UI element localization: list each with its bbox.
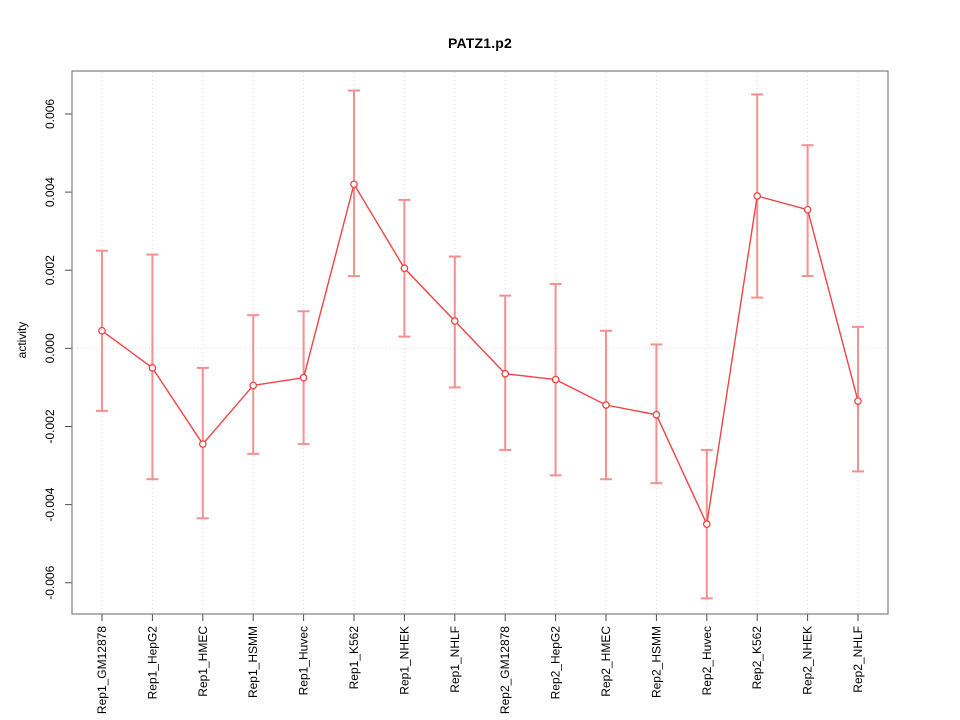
x-tick-label: Rep2_HepG2 [549,626,563,700]
x-tick-label: Rep1_Huvec [297,626,311,695]
data-point [602,401,610,409]
x-tick-label: Rep1_HSMM [246,626,260,698]
data-point [299,373,308,382]
data-point [652,410,661,419]
data-point [501,369,510,378]
x-tick-label: Rep2_NHEK [801,626,815,695]
data-point [400,264,409,273]
x-tick-label: Rep2_NHLF [851,626,865,693]
data-point [551,375,560,384]
data-point [98,326,106,335]
data-line [101,182,859,527]
x-tick-label: Rep1_K562 [347,626,361,690]
data-point [350,180,358,189]
data-point [450,317,459,325]
plot-border [71,70,889,615]
y-tick-label: 0.006 [43,99,57,129]
data-point [198,440,207,448]
x-tick-label: Rep1_NHLF [448,626,462,693]
data-point [148,364,157,372]
x-tick-label: Rep2_K562 [750,626,764,690]
x-tick-label: Rep2_HMEC [599,626,613,697]
x-tick-label: Rep1_NHEK [397,626,411,695]
chart-title: PATZ1.p2 [447,35,513,51]
x-tick-label: Rep2_GM12878 [498,626,512,714]
x-tick-label: Rep2_HSMM [649,626,663,698]
x-tick-label: Rep1_GM12878 [95,626,109,714]
data-point [753,192,762,200]
y-tick-label: 0.000 [43,333,57,363]
x-tick-label: Rep1_HMEC [196,626,210,697]
x-tick-label: Rep2_Huvec [700,626,714,695]
y-tick-label: 0.004 [43,177,57,207]
y-tick-label: -0.006 [43,565,57,599]
y-tick-label: -0.002 [43,409,57,443]
data-point [249,381,258,390]
data-point [702,520,711,529]
y-tick-label: 0.002 [43,255,57,285]
y-tick-label: -0.004 [43,487,57,521]
data-point [803,205,812,214]
x-tick-label: Rep1_HepG2 [145,626,159,700]
data-point [854,397,862,405]
